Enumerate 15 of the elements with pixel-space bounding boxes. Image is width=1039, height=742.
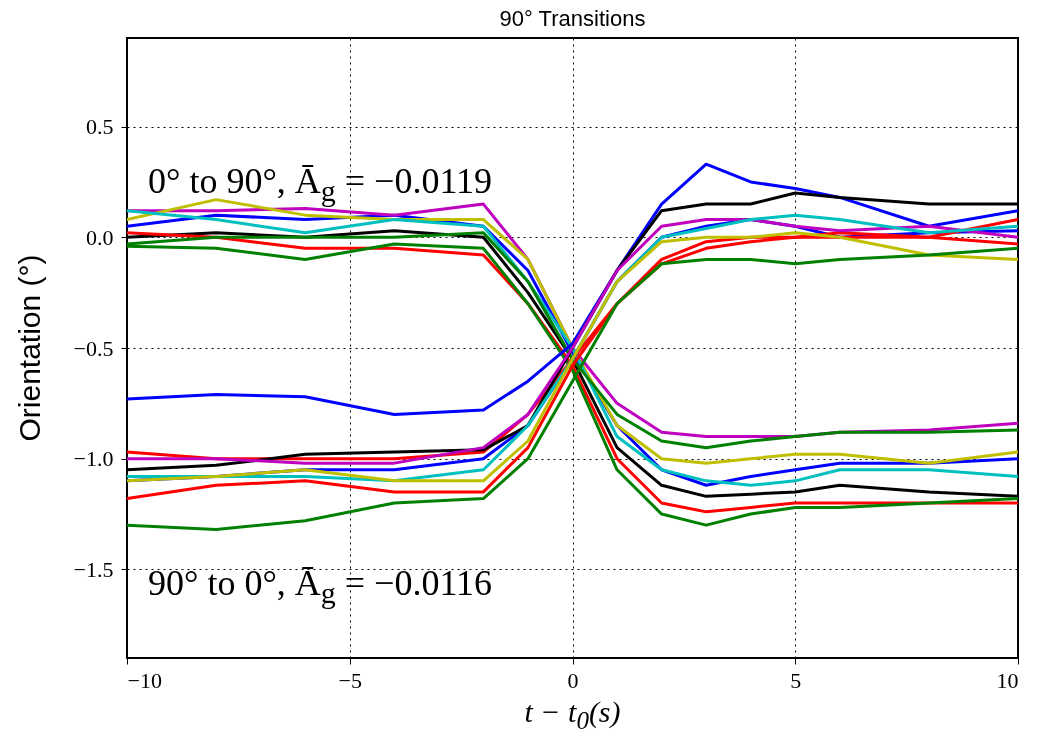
- x-tick-label: −5: [338, 667, 362, 693]
- x-tick-label: 0: [567, 667, 579, 693]
- y-tick-label: 0.0: [86, 224, 114, 250]
- x-tick-label: −10: [127, 667, 162, 693]
- annotation: 0° to 90°, Ā$_{g}$ = −0.0119: [148, 160, 493, 209]
- x-tick-label: 5: [790, 667, 802, 693]
- y-axis-title: Orientation (°): [13, 254, 47, 442]
- annotation: 90° to 0°, Ā$_{g}$ = −0.0116: [148, 562, 493, 611]
- x-tick-label: 10: [996, 667, 1019, 693]
- y-tick-label: −1.5: [73, 556, 114, 582]
- y-tick-label: 0.5: [86, 114, 114, 140]
- x-axis-title: t − t$_{0}$(s): [524, 695, 621, 735]
- y-tick-label: −1.0: [73, 446, 114, 472]
- chart-title: 90° Transitions: [499, 6, 646, 32]
- y-tick-label: −0.5: [73, 335, 114, 361]
